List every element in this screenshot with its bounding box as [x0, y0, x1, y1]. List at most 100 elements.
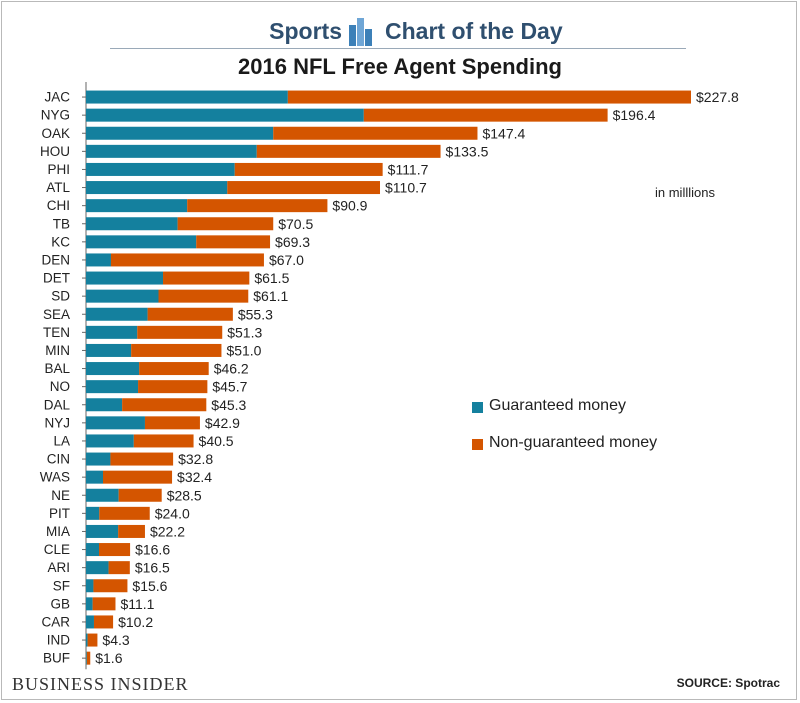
bar-guaranteed-pit — [86, 506, 100, 520]
category-label-no: NO — [50, 379, 70, 394]
category-label-hou: HOU — [40, 144, 70, 159]
legend-swatch-guaranteed — [472, 402, 483, 413]
bar-non-guaranteed-den — [110, 253, 264, 267]
bar-guaranteed-oak — [86, 126, 274, 140]
category-label-phi: PHI — [47, 162, 70, 177]
value-label-no: $45.7 — [212, 379, 247, 395]
bar-guaranteed-det — [86, 271, 164, 285]
bar-non-guaranteed-buf — [86, 651, 91, 665]
value-label-la: $40.5 — [199, 433, 234, 449]
header-chart-of-the-day: Chart of the Day — [385, 18, 563, 44]
bar-guaranteed-ne — [86, 488, 119, 502]
bar-guaranteed-jac — [86, 90, 288, 104]
bar-guaranteed-hou — [86, 144, 257, 158]
value-label-gb: $11.1 — [120, 596, 154, 612]
bar-non-guaranteed-gb — [92, 597, 116, 611]
value-label-cle: $16.6 — [135, 542, 170, 558]
bar-guaranteed-cle — [86, 543, 100, 557]
bar-guaranteed-ind — [86, 633, 88, 647]
bar-non-guaranteed-la — [133, 434, 194, 448]
legend-swatch-non-guaranteed — [472, 439, 483, 450]
header-sports: Sports — [269, 18, 342, 44]
value-label-was: $32.4 — [177, 469, 212, 485]
bar-guaranteed-kc — [86, 235, 197, 249]
bar-non-guaranteed-phi — [234, 162, 383, 176]
bar-guaranteed-car — [86, 615, 94, 629]
value-label-hou: $133.5 — [446, 143, 489, 159]
category-label-nyg: NYG — [41, 108, 70, 123]
value-label-bal: $46.2 — [214, 361, 249, 377]
bar-guaranteed-buf — [86, 651, 87, 665]
value-label-oak: $147.4 — [482, 125, 525, 141]
value-label-ari: $16.5 — [135, 560, 170, 576]
category-label-den: DEN — [41, 252, 70, 267]
value-label-nyg: $196.4 — [613, 107, 656, 123]
bar-non-guaranteed-pit — [99, 506, 150, 520]
bar-non-guaranteed-ari — [108, 561, 130, 575]
bar-guaranteed-no — [86, 380, 139, 394]
category-label-dal: DAL — [44, 397, 71, 412]
bar-non-guaranteed-sf — [93, 579, 128, 593]
value-label-mia: $22.2 — [150, 523, 185, 539]
value-label-sf: $15.6 — [132, 578, 167, 594]
bar-non-guaranteed-nyj — [144, 416, 200, 430]
bar-non-guaranteed-sd — [158, 289, 249, 303]
bar-non-guaranteed-cin — [110, 452, 174, 466]
value-label-car: $10.2 — [118, 614, 153, 630]
category-label-atl: ATL — [46, 180, 70, 195]
category-label-kc: KC — [51, 234, 70, 249]
value-label-tb: $70.5 — [278, 216, 313, 232]
bar-non-guaranteed-dal — [122, 398, 207, 412]
bar-guaranteed-bal — [86, 362, 140, 376]
source-note: SOURCE: Spotrac — [676, 676, 780, 690]
bar-guaranteed-la — [86, 434, 134, 448]
category-label-tb: TB — [53, 216, 70, 231]
bar-non-guaranteed-hou — [256, 144, 441, 158]
category-label-chi: CHI — [47, 198, 70, 213]
bar-guaranteed-gb — [86, 597, 93, 611]
bar-guaranteed-sea — [86, 307, 148, 321]
value-label-chi: $90.9 — [332, 198, 367, 214]
bar-guaranteed-atl — [86, 181, 228, 195]
value-label-sea: $55.3 — [238, 306, 273, 322]
category-label-sea: SEA — [43, 307, 70, 322]
bar-non-guaranteed-no — [138, 380, 208, 394]
bar-non-guaranteed-car — [93, 615, 114, 629]
value-label-den: $67.0 — [269, 252, 304, 268]
category-label-car: CAR — [41, 614, 70, 629]
bar-guaranteed-cin — [86, 452, 111, 466]
bar-chart-logo-icon — [349, 18, 372, 46]
bar-non-guaranteed-ten — [137, 325, 223, 339]
business-insider-logo: BUSINESS INSIDER — [12, 674, 189, 694]
bar-guaranteed-ari — [86, 561, 109, 575]
bar-guaranteed-sd — [86, 289, 159, 303]
bar-chart: JAC $227.8 NYG $196.4 OAK $147.4 HOU $133.5 PHI $… — [40, 82, 739, 670]
bar-non-guaranteed-bal — [139, 362, 209, 376]
bar-guaranteed-ten — [86, 325, 138, 339]
bar-guaranteed-dal — [86, 398, 123, 412]
category-label-ari: ARI — [47, 560, 70, 575]
category-label-bal: BAL — [44, 361, 70, 376]
value-label-det: $61.5 — [254, 270, 289, 286]
category-label-was: WAS — [40, 470, 70, 485]
bar-non-guaranteed-det — [163, 271, 250, 285]
category-label-cle: CLE — [44, 542, 70, 557]
value-label-kc: $69.3 — [275, 234, 310, 250]
value-label-min: $51.0 — [226, 342, 261, 358]
value-label-sd: $61.1 — [253, 288, 288, 304]
bar-non-guaranteed-chi — [187, 199, 328, 213]
bar-guaranteed-den — [86, 253, 111, 267]
bar-guaranteed-nyj — [86, 416, 145, 430]
value-label-ten: $51.3 — [227, 324, 262, 340]
chart-title: 2016 NFL Free Agent Spending — [238, 54, 562, 79]
bar-non-guaranteed-atl — [227, 181, 381, 195]
bar-guaranteed-was — [86, 470, 103, 484]
category-label-jac: JAC — [44, 90, 70, 105]
value-label-ind: $4.3 — [102, 632, 129, 648]
bar-non-guaranteed-ne — [118, 488, 162, 502]
legend-label-non-guaranteed: Non-guaranteed money — [489, 434, 658, 451]
value-label-ne: $28.5 — [167, 487, 202, 503]
bar-non-guaranteed-mia — [118, 524, 145, 538]
bar-guaranteed-tb — [86, 217, 178, 231]
